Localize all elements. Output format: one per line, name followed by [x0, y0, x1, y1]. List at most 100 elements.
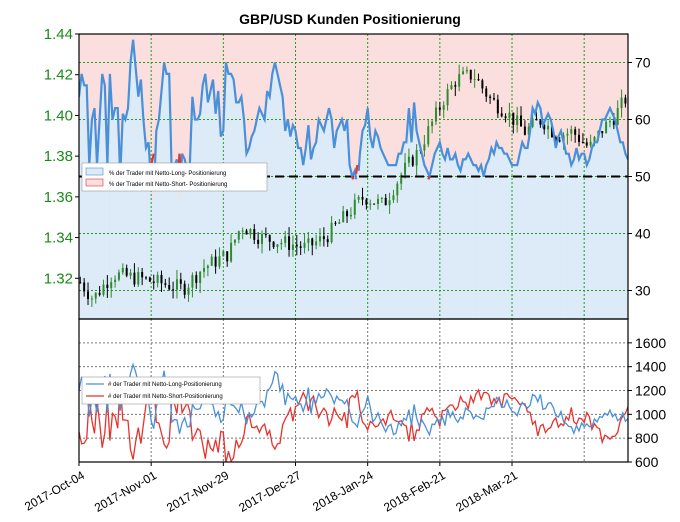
candle-body	[245, 230, 248, 235]
short-fill-slice	[495, 34, 497, 148]
long-fill-slice	[410, 125, 412, 319]
long-fill-slice	[211, 85, 214, 319]
short-fill-slice	[330, 34, 332, 114]
short-fill-slice	[183, 34, 185, 157]
date-tick-label: 2017-Dec-27	[236, 468, 303, 515]
short-fill-slice	[535, 34, 537, 114]
short-fill-slice	[336, 34, 339, 131]
short-fill-slice	[512, 34, 514, 166]
short-fill-slice	[581, 34, 584, 154]
long-fill-slice	[237, 102, 240, 319]
short-fill-slice	[405, 34, 407, 143]
candle-body	[489, 96, 492, 99]
long-fill-slice	[496, 142, 499, 319]
short-fill-slice	[441, 34, 443, 148]
long-fill-slice	[129, 85, 131, 319]
long-fill-slice	[265, 105, 268, 319]
short-fill-slice	[233, 34, 236, 80]
short-fill-slice	[384, 34, 387, 157]
long-fill-slice	[540, 108, 542, 319]
long-fill-slice	[437, 148, 439, 319]
short-fill-slice	[617, 34, 620, 131]
short-fill-slice	[571, 34, 573, 166]
candle-body	[516, 115, 519, 125]
long-fill-slice	[191, 130, 193, 319]
short-fill-slice	[100, 34, 103, 97]
long-fill-slice	[616, 125, 618, 319]
short-fill-slice	[393, 34, 396, 166]
long-fill-slice	[497, 145, 500, 319]
long-fill-slice	[528, 139, 531, 319]
short-fill-slice	[448, 34, 451, 154]
long-fill-slice	[421, 153, 424, 319]
long-fill-slice	[81, 73, 84, 319]
candle-body	[203, 268, 206, 272]
long-fill-slice	[144, 133, 147, 319]
short-fill-slice	[491, 34, 493, 148]
short-fill-slice	[189, 34, 192, 166]
long-fill-slice	[393, 165, 396, 319]
candle-body	[148, 277, 151, 282]
long-fill-slice	[255, 125, 258, 319]
candle-body	[164, 283, 167, 285]
short-fill-slice	[554, 34, 557, 140]
long-fill-slice	[193, 108, 196, 319]
long-fill-slice	[383, 153, 385, 319]
long-fill-slice	[336, 130, 339, 319]
short-fill-slice	[590, 34, 593, 154]
short-fill-slice	[307, 34, 309, 137]
long-fill-slice	[91, 119, 94, 319]
long-fill-slice	[412, 122, 415, 319]
short-fill-slice	[541, 34, 544, 117]
short-fill-slice	[474, 34, 477, 166]
candle-body	[218, 256, 221, 267]
long-fill-slice	[334, 148, 336, 319]
long-fill-slice	[84, 85, 86, 319]
long-fill-slice	[182, 153, 184, 319]
long-fill-slice	[361, 142, 363, 319]
short-fill-slice	[242, 34, 245, 109]
short-fill-slice	[310, 34, 313, 160]
long-fill-slice	[259, 108, 262, 319]
short-fill-slice	[258, 34, 260, 114]
candle-body	[179, 279, 182, 284]
short-fill-slice	[416, 34, 419, 131]
long-fill-slice	[272, 73, 274, 319]
date-tick-label: 2017-Nov-29	[164, 468, 231, 515]
short-fill-slice	[111, 34, 113, 97]
candle-body	[605, 121, 608, 134]
long-fill-slice	[428, 173, 430, 319]
long-fill-slice	[464, 159, 466, 319]
long-fill-slice	[595, 142, 598, 319]
long-fill-slice	[189, 165, 192, 319]
long-fill-slice	[276, 68, 278, 319]
legend-short-count-label: # der Trader mit Netto-Short-Positionier…	[108, 394, 223, 400]
short-fill-slice	[335, 34, 338, 140]
short-fill-slice	[388, 34, 390, 166]
long-fill-slice	[550, 119, 553, 319]
count-tick-label: 800	[635, 430, 659, 446]
short-fill-slice	[348, 34, 350, 143]
long-fill-slice	[439, 142, 442, 319]
short-fill-slice	[505, 34, 508, 154]
short-fill-slice	[216, 34, 219, 103]
long-fill-slice	[514, 165, 517, 319]
candle-body	[423, 144, 426, 151]
short-fill-slice	[521, 34, 523, 148]
short-fill-slice	[626, 34, 628, 157]
short-fill-slice	[484, 34, 487, 171]
long-fill-slice	[617, 130, 620, 319]
long-fill-slice	[536, 108, 539, 319]
long-fill-slice	[524, 148, 527, 319]
long-fill-slice	[423, 159, 425, 319]
long-fill-slice	[586, 165, 589, 319]
short-fill-slice	[286, 34, 289, 126]
short-fill-slice	[553, 34, 555, 131]
long-fill-slice	[414, 102, 416, 319]
short-fill-slice	[256, 34, 259, 120]
short-fill-slice	[478, 34, 481, 171]
chart-title: GBP/USD Kunden Positionierung	[239, 11, 461, 27]
short-fill-slice	[225, 34, 228, 63]
short-fill-slice	[200, 34, 202, 114]
candle-body	[261, 233, 263, 244]
